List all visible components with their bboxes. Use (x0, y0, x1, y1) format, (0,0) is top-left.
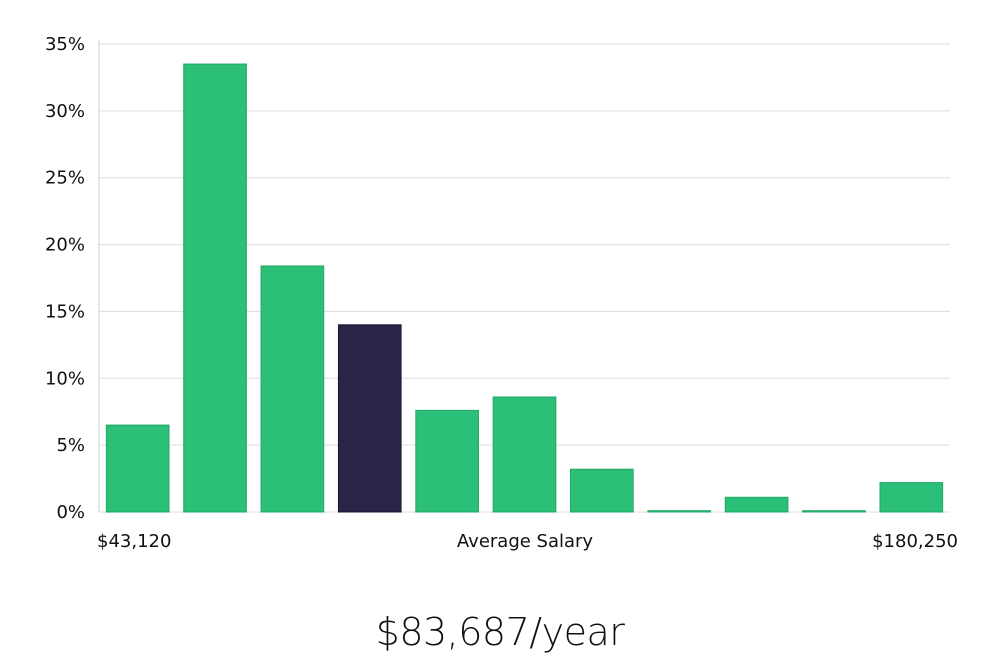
x-max-label: $180,250 (872, 531, 958, 552)
y-tick-label: 10% (45, 368, 85, 389)
bar-highlighted-3 (337, 324, 402, 513)
y-tick-label: 35% (45, 34, 85, 55)
bar-10 (879, 482, 944, 513)
average-salary-value: $83,687/year (375, 610, 625, 654)
bar-0 (105, 424, 170, 513)
y-tick-label: 0% (56, 502, 85, 523)
y-tick-label: 20% (45, 235, 85, 256)
salary-histogram: 0% 5% 10% 15% 20% 25% 30% 35% $43,120 Average S… (45, 34, 958, 552)
bar-9 (802, 510, 866, 513)
y-tick-label: 5% (56, 435, 85, 456)
x-axis-label: Average Salary (457, 531, 594, 552)
bar-7 (647, 510, 712, 513)
y-tick-label: 15% (45, 301, 85, 322)
bar-2 (260, 265, 325, 513)
bar-5 (492, 396, 557, 513)
y-tick-label: 25% (45, 168, 85, 189)
y-tick-label: 30% (45, 101, 85, 122)
y-axis-ticks: 0% 5% 10% 15% 20% 25% 30% 35% (45, 34, 85, 523)
x-min-label: $43,120 (97, 531, 171, 552)
bar-6 (570, 468, 634, 513)
bar-4 (415, 409, 479, 513)
bar-1 (183, 63, 247, 513)
bar-8 (724, 496, 789, 513)
bars (105, 63, 944, 513)
